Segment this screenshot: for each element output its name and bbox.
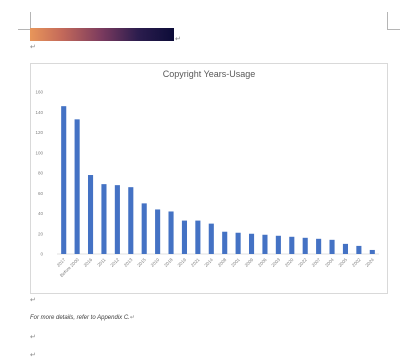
y-tick-label: 60 (38, 191, 44, 196)
x-tick-label: 2008 (217, 257, 228, 268)
chart-title: Copyright Years-Usage (162, 69, 256, 79)
appendix-note-text: For more details, refer to Appendix C. (30, 315, 130, 321)
x-tick-label: 2009 (244, 257, 255, 268)
x-tick-label: 2022 (297, 257, 308, 268)
x-tick-label: 2017 (56, 257, 67, 268)
x-tick-label: 2010 (150, 257, 161, 268)
x-tick-label: 2020 (284, 257, 295, 268)
x-tick-label: 2002 (351, 257, 362, 268)
bar (141, 203, 147, 254)
bar (302, 237, 308, 254)
bar (128, 187, 134, 254)
paragraph-mark: ↵ (30, 334, 36, 341)
y-tick-label: 20 (38, 231, 44, 236)
bar (235, 232, 241, 254)
x-tick-label: 2018 (163, 257, 174, 268)
header-gradient-banner (30, 28, 174, 41)
bar (222, 231, 228, 254)
y-tick-label: 100 (35, 150, 43, 155)
x-tick-label: 2013 (123, 257, 134, 268)
bar (181, 220, 188, 254)
bar (195, 220, 201, 254)
bar (114, 185, 120, 254)
bar (275, 235, 281, 254)
y-tick-label: 40 (38, 211, 44, 216)
chart-container[interactable]: Copyright Years-Usage 0 20 40 60 80 100 120 140… (30, 63, 388, 294)
x-tick-label: 2005 (338, 257, 349, 268)
bar (155, 209, 161, 254)
bar (74, 119, 80, 255)
paragraph-mark: ↵ (30, 297, 36, 304)
x-tick-label: 2011 (96, 257, 107, 268)
x-tick-label: 2012 (109, 257, 120, 268)
y-tick-label: 0 (40, 252, 43, 257)
paragraph-mark: ↵ (30, 352, 36, 359)
x-tick-label: 2021 (190, 257, 201, 268)
bar (369, 249, 375, 254)
bar (329, 239, 335, 254)
paragraph-mark: ↵ (129, 315, 135, 321)
paragraph-mark: ↵ (30, 44, 36, 51)
x-tick-label: 2003 (270, 257, 281, 268)
x-tick-label: 2024 (364, 257, 375, 268)
appendix-note: For more details, refer to Appendix C.↵ (30, 314, 135, 321)
bar (61, 106, 67, 254)
x-tick-label: 2019 (177, 257, 188, 268)
x-tick-label: 2004 (324, 257, 335, 268)
y-tick-label: 120 (35, 130, 43, 135)
bar (262, 234, 268, 254)
x-tick-label: 2016 (83, 257, 94, 268)
x-tick-label: 2007 (311, 257, 322, 268)
x-tick-label: 2001 (230, 257, 241, 268)
x-tick-label: 2015 (136, 257, 147, 268)
bar (316, 238, 322, 254)
bar (356, 245, 362, 254)
bar (289, 236, 295, 254)
y-tick-label: 80 (38, 171, 44, 176)
bar (168, 211, 174, 254)
bar (248, 233, 255, 254)
y-tick-label: 160 (35, 90, 43, 95)
bar (87, 175, 94, 254)
bar (208, 223, 214, 254)
crop-mark-top-left (18, 12, 31, 30)
y-tick-label: 140 (35, 110, 43, 115)
x-tick-label: 2014 (203, 257, 214, 268)
bar (101, 184, 107, 254)
bar (342, 243, 349, 254)
paragraph-mark: ↵ (175, 36, 181, 43)
crop-mark-top-right (387, 12, 400, 30)
x-tick-label: 2006 (257, 257, 268, 268)
